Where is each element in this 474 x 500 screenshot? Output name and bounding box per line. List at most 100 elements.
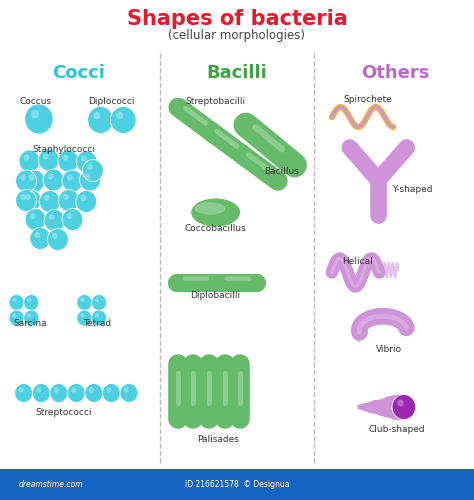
Circle shape <box>89 388 94 392</box>
Circle shape <box>110 106 136 134</box>
Text: Bacillus: Bacillus <box>264 167 300 176</box>
Circle shape <box>54 388 59 392</box>
Circle shape <box>124 388 129 392</box>
Circle shape <box>62 170 83 192</box>
Circle shape <box>80 313 84 318</box>
Circle shape <box>47 228 68 250</box>
Circle shape <box>67 174 73 180</box>
Circle shape <box>20 190 41 212</box>
Circle shape <box>62 208 83 231</box>
Circle shape <box>116 112 123 120</box>
Circle shape <box>30 213 36 219</box>
Circle shape <box>91 310 107 326</box>
Circle shape <box>20 194 26 200</box>
Circle shape <box>44 195 50 201</box>
Circle shape <box>52 233 58 239</box>
Circle shape <box>63 194 69 200</box>
Circle shape <box>39 190 60 212</box>
Circle shape <box>25 208 46 231</box>
Circle shape <box>76 190 97 212</box>
Circle shape <box>25 104 53 134</box>
Circle shape <box>43 169 64 191</box>
Circle shape <box>16 190 36 212</box>
Circle shape <box>16 170 36 192</box>
Circle shape <box>392 394 416 419</box>
Text: Coccus: Coccus <box>19 97 52 106</box>
Circle shape <box>87 164 93 170</box>
Circle shape <box>15 384 33 402</box>
Text: Bacilli: Bacilli <box>207 64 267 82</box>
Circle shape <box>30 228 51 250</box>
Text: Cocci: Cocci <box>52 64 105 82</box>
Circle shape <box>36 388 41 392</box>
Circle shape <box>18 388 24 392</box>
Circle shape <box>19 150 40 172</box>
Text: Tetrad: Tetrad <box>83 320 111 328</box>
Text: Shapes of bacteria: Shapes of bacteria <box>127 9 347 29</box>
Circle shape <box>32 384 50 402</box>
Circle shape <box>12 313 17 318</box>
Circle shape <box>67 213 73 219</box>
Circle shape <box>71 388 76 392</box>
Text: Spirochete: Spirochete <box>343 96 392 104</box>
Ellipse shape <box>191 198 240 227</box>
Circle shape <box>84 174 90 180</box>
Text: Streptobacilli: Streptobacilli <box>186 97 246 106</box>
Circle shape <box>48 174 54 180</box>
Circle shape <box>102 384 120 402</box>
Circle shape <box>58 190 79 212</box>
Circle shape <box>93 112 100 120</box>
Circle shape <box>76 151 97 173</box>
Circle shape <box>24 154 29 160</box>
Ellipse shape <box>194 202 226 215</box>
Circle shape <box>12 298 17 302</box>
Circle shape <box>38 149 59 171</box>
Circle shape <box>9 294 24 310</box>
Text: Streptococci: Streptococci <box>36 408 92 417</box>
Text: (cellular morphologies): (cellular morphologies) <box>168 28 306 42</box>
Text: Helical: Helical <box>343 256 373 266</box>
Text: Club-shaped: Club-shaped <box>369 424 426 434</box>
Circle shape <box>67 384 85 402</box>
Circle shape <box>81 195 86 201</box>
Circle shape <box>25 194 31 200</box>
Circle shape <box>77 294 92 310</box>
Circle shape <box>82 160 103 182</box>
Text: Palisades: Palisades <box>197 434 239 444</box>
Circle shape <box>58 150 79 172</box>
Bar <box>0 469 474 500</box>
Circle shape <box>43 154 49 160</box>
Text: dreamstime.com: dreamstime.com <box>19 480 83 489</box>
Circle shape <box>95 313 99 318</box>
Circle shape <box>120 384 138 402</box>
Circle shape <box>95 298 99 302</box>
Circle shape <box>106 388 111 392</box>
Circle shape <box>24 310 39 326</box>
Circle shape <box>35 232 40 238</box>
Circle shape <box>49 214 55 220</box>
Text: Vibrio: Vibrio <box>375 346 402 354</box>
Circle shape <box>27 313 31 318</box>
Text: Others: Others <box>362 64 430 82</box>
Circle shape <box>20 174 26 180</box>
Circle shape <box>88 106 113 134</box>
Circle shape <box>24 170 45 192</box>
Text: Y-shaped: Y-shaped <box>392 184 433 194</box>
Circle shape <box>85 384 103 402</box>
Circle shape <box>80 298 84 302</box>
Circle shape <box>44 210 65 232</box>
Circle shape <box>397 400 404 406</box>
Circle shape <box>63 154 68 160</box>
Circle shape <box>29 174 35 180</box>
Circle shape <box>27 298 31 302</box>
Circle shape <box>24 294 39 310</box>
Circle shape <box>77 310 92 326</box>
Text: Staphylococci: Staphylococci <box>33 146 95 154</box>
Text: Coccobacillus: Coccobacillus <box>185 224 246 233</box>
Circle shape <box>80 169 100 191</box>
Text: Diplococci: Diplococci <box>88 97 135 106</box>
Text: Diplobacilli: Diplobacilli <box>191 292 241 300</box>
Circle shape <box>9 310 24 326</box>
Text: Sarcina: Sarcina <box>13 320 46 328</box>
Text: ID 216621578  © Designua: ID 216621578 © Designua <box>185 480 289 489</box>
